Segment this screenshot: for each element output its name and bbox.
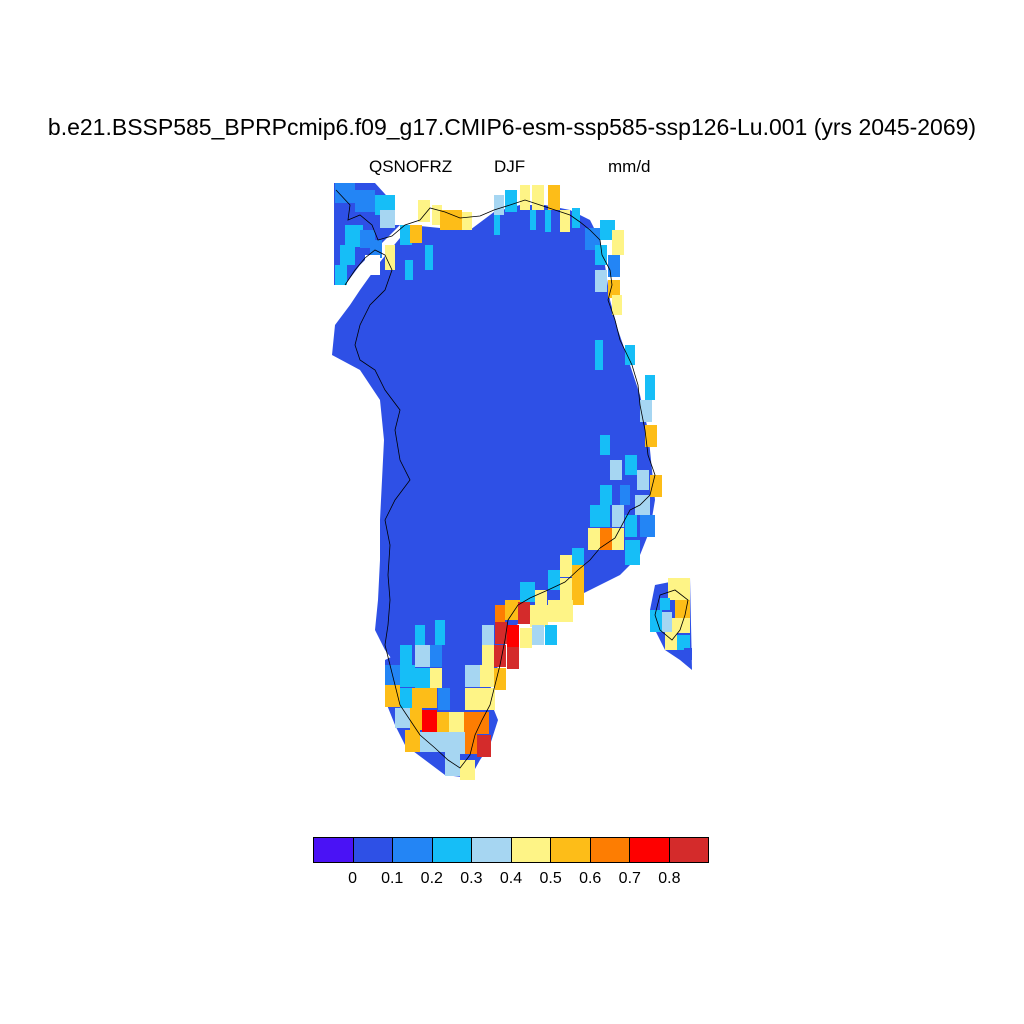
colorbar-box-8 <box>630 838 670 862</box>
season-label: DJF <box>494 157 526 176</box>
colorbar-label: 0.6 <box>579 870 602 887</box>
colorbar-label: 0.3 <box>460 870 483 887</box>
colorbar-box-1 <box>353 838 393 862</box>
colorbar-box-0 <box>314 838 354 862</box>
variable-label: QSNOFRZ <box>369 157 453 176</box>
colorbar-box-4 <box>472 838 512 862</box>
units-label: mm/d <box>608 157 651 176</box>
colorbar-label: 0.1 <box>381 870 404 887</box>
colorbar-box-6 <box>551 838 591 862</box>
coastline <box>335 189 689 769</box>
colorbar-label: 0.2 <box>420 870 443 887</box>
colorbar-label: 0.5 <box>539 870 562 887</box>
colorbar-box-3 <box>432 838 472 862</box>
colorbar-label: 0.7 <box>618 870 641 887</box>
colorbar-box-7 <box>590 838 630 862</box>
colorbar-box-9 <box>669 838 708 862</box>
colorbar-labels: 0 0.1 0.2 0.3 0.4 0.5 0.6 0.7 0.8 <box>313 870 709 890</box>
colorbar-label: 0.8 <box>658 870 681 887</box>
colorbar-box-5 <box>511 838 551 862</box>
colorbar-label: 0.4 <box>499 870 523 887</box>
colorbar-label: 0 <box>348 870 358 887</box>
figure-title: b.e21.BSSP585_BPRPcmip6.f09_g17.CMIP6-es… <box>47 114 977 140</box>
colorbar <box>313 837 709 863</box>
colorbar-box-2 <box>393 838 433 862</box>
